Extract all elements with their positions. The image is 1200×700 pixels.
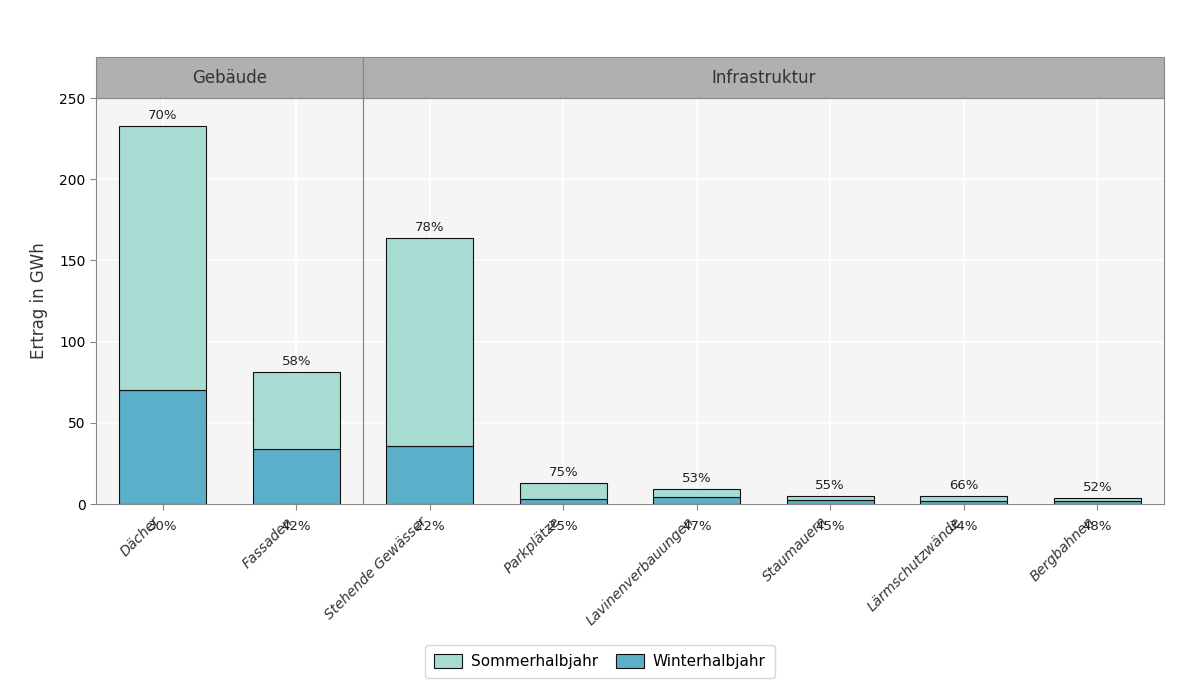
Bar xyxy=(1054,501,1141,504)
Bar xyxy=(119,125,206,391)
Bar xyxy=(119,391,206,504)
Bar xyxy=(787,500,874,504)
Text: 42%: 42% xyxy=(282,520,311,533)
Text: 55%: 55% xyxy=(816,479,845,492)
Text: 48%: 48% xyxy=(1082,520,1112,533)
Text: 75%: 75% xyxy=(548,466,578,479)
Text: 70%: 70% xyxy=(148,108,178,122)
Text: Infrastruktur: Infrastruktur xyxy=(712,69,816,87)
Text: 47%: 47% xyxy=(682,520,712,533)
Bar xyxy=(520,483,607,498)
Text: 34%: 34% xyxy=(949,520,978,533)
Bar xyxy=(920,496,1007,501)
Text: 22%: 22% xyxy=(415,520,444,533)
Bar xyxy=(386,445,473,504)
Bar xyxy=(653,489,740,497)
Bar xyxy=(787,496,874,500)
Bar xyxy=(653,497,740,504)
Bar xyxy=(253,372,340,449)
Text: 52%: 52% xyxy=(1082,482,1112,494)
Text: 66%: 66% xyxy=(949,479,978,492)
Legend: Sommerhalbjahr, Winterhalbjahr: Sommerhalbjahr, Winterhalbjahr xyxy=(425,645,775,678)
Text: Gebäude: Gebäude xyxy=(192,69,266,87)
Text: 78%: 78% xyxy=(415,220,444,234)
Text: 53%: 53% xyxy=(682,473,712,485)
Text: 30%: 30% xyxy=(148,520,178,533)
Text: 45%: 45% xyxy=(816,520,845,533)
Bar xyxy=(253,449,340,504)
Bar xyxy=(920,501,1007,504)
Bar xyxy=(520,498,607,504)
Bar xyxy=(1054,498,1141,501)
Text: 58%: 58% xyxy=(282,356,311,368)
Bar xyxy=(386,238,473,445)
Y-axis label: Ertrag in GWh: Ertrag in GWh xyxy=(30,243,48,359)
Text: 25%: 25% xyxy=(548,520,578,533)
